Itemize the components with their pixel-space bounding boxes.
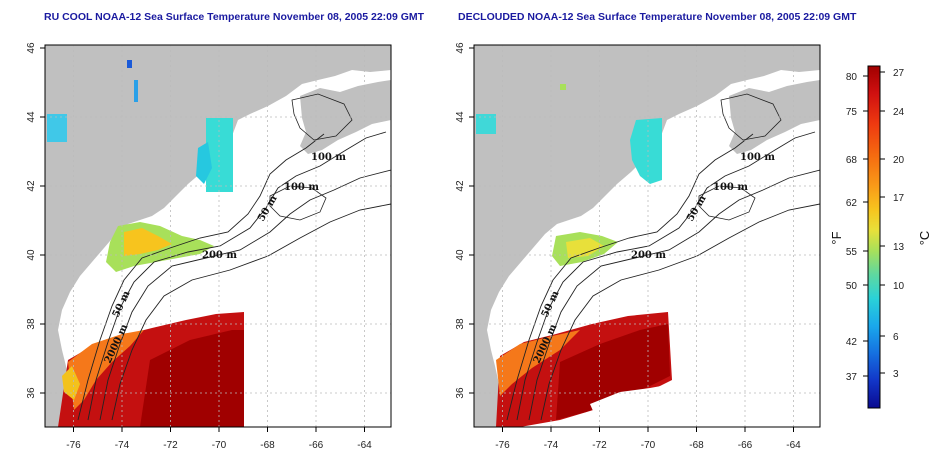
left-map-title: RU COOL NOAA-12 Sea Surface Temperature … [44,11,425,23]
left-land [45,45,391,427]
right-x-tick-label: -74 [544,440,559,451]
right-contour-label-2: 100 m [713,182,748,193]
right-x-tick-label: -76 [495,440,510,451]
right-sst-gulf-maine [630,118,662,184]
right-y-tick-label: 38 [455,318,466,330]
right-sst-shelf-yellow [566,238,604,258]
left-x-ticks [73,427,365,432]
left-contour-label-2: 100 m [284,182,319,193]
right-x-tick-label: -70 [641,440,656,451]
left-y-tick-label: 40 [26,249,37,261]
left-y-tick-label: 38 [26,318,37,330]
sst-colorbar: 80 75 68 62 55 50 42 37 27 24 20 17 13 1… [829,65,932,409]
left-y-ticks [40,47,45,394]
right-contour-200m [528,169,820,421]
right-contour-label-1: 100 m [740,152,775,163]
left-y-tick-label: 44 [26,111,37,123]
right-sst-lake [476,114,496,134]
right-sst-red-core [556,324,670,420]
left-x-tick-label: -68 [260,440,275,451]
colorbar-f-label: 37 [846,372,858,383]
left-contour-200m [99,169,391,421]
left-contour-label-1: 100 m [311,152,346,163]
left-sst-gulf-maine [206,118,233,192]
left-map-panel: 100 m 100 m 50 m 200 m 50 m 2000 m -76 -… [26,42,392,451]
right-y-tick-label: 42 [455,180,466,192]
left-sst-speck-1 [127,60,132,68]
right-x-tick-label: -64 [786,440,801,451]
colorbar-f-label: 75 [846,107,858,118]
right-x-tick-label: -68 [689,440,704,451]
left-contour-2000m [111,203,391,421]
colorbar-f-label: 62 [846,198,858,209]
colorbar-c-label: 13 [893,242,905,253]
left-contour-bank [269,93,353,221]
left-x-tick-label: -66 [309,440,324,451]
right-y-tick-label: 46 [455,42,466,54]
left-y-tick-label: 42 [26,180,37,192]
left-sst-red-core [140,330,244,427]
colorbar-f-label: 80 [846,72,858,83]
right-y-ticks [469,47,474,394]
colorbar-ticks [863,71,885,377]
left-x-tick-label: -72 [163,440,178,451]
left-sst-slope-orange [68,330,144,410]
left-x-tick-label: -70 [212,440,227,451]
right-y-tick-label: 40 [455,249,466,261]
left-sst-shelf-yellow [124,228,172,256]
colorbar-f-label: 50 [846,281,858,292]
colorbar-fahrenheit-unit: °F [829,231,844,244]
right-x-tick-label: -72 [592,440,607,451]
colorbar-celsius-unit: °C [917,231,932,246]
right-sst-cloud-gap [590,384,672,427]
left-x-tick-label: -64 [357,440,372,451]
right-contour-50m [506,133,754,421]
right-map-frame [473,44,821,428]
left-sst-lake [47,114,67,142]
colorbar-c-label: 20 [893,155,905,166]
right-y-tick-label: 36 [455,387,466,399]
right-y-tick-label: 44 [455,111,466,123]
right-contour-bank [698,93,782,221]
left-contour-50m [77,133,325,421]
colorbar-c-label: 10 [893,281,905,292]
right-map-title: DECLOUDED NOAA-12 Sea Surface Temperatur… [458,11,857,23]
left-contour-label-4: 200 m [202,250,237,261]
right-contour-label-4: 200 m [631,250,666,261]
right-land [474,45,820,427]
left-contour-100m [87,131,387,421]
left-sst-coastal-yellow [62,366,80,400]
colorbar-c-label: 24 [893,107,905,118]
colorbar-c-label: 3 [893,369,899,380]
left-y-tick-label: 46 [26,42,37,54]
right-contour-100m [516,131,816,421]
right-map-panel: 100 m 100 m 50 m 200 m 50 m 2000 m -76 -… [455,42,821,451]
left-sst-speck-2 [134,80,138,102]
colorbar-c-label: 6 [893,332,899,343]
colorbar-f-label: 68 [846,155,858,166]
left-sst-gulf-maine-edge [196,142,212,184]
right-grid [474,45,820,427]
colorbar-f-label: 42 [846,337,858,348]
left-map-frame [44,44,392,428]
left-x-tick-label: -76 [66,440,81,451]
left-x-tick-label: -74 [115,440,130,451]
left-grid [45,45,391,427]
right-x-ticks [502,427,794,432]
colorbar-c-label: 17 [893,193,905,204]
right-contour-2000m [540,203,820,421]
colorbar-f-label: 55 [846,247,858,258]
right-x-tick-label: -66 [738,440,753,451]
colorbar-gradient [867,65,881,409]
left-y-tick-label: 36 [26,387,37,399]
right-sst-speck [560,84,566,90]
colorbar-c-label: 27 [893,68,905,79]
